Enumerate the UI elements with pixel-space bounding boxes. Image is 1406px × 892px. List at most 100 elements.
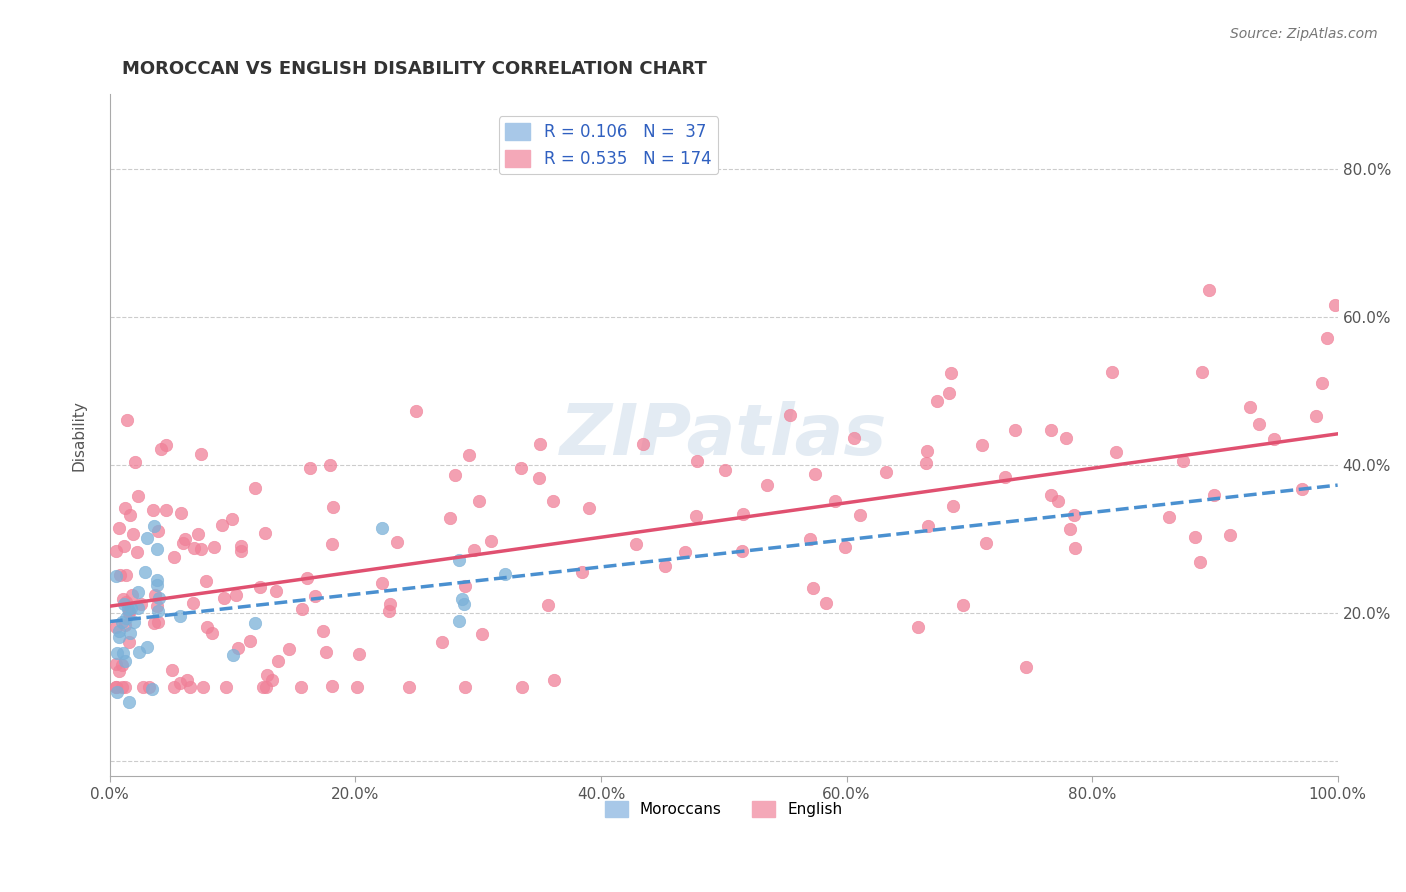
English	[510, 680, 533, 694]
English	[117, 413, 139, 427]
Moroccans	[494, 567, 516, 582]
Moroccans	[127, 600, 149, 615]
English	[938, 385, 960, 400]
English	[1316, 331, 1339, 345]
English	[685, 508, 707, 523]
English	[479, 534, 502, 549]
English	[463, 542, 485, 557]
English	[127, 489, 149, 503]
Moroccans	[112, 597, 135, 611]
English	[118, 604, 141, 618]
English	[190, 541, 212, 556]
English	[315, 644, 337, 658]
English	[202, 540, 225, 554]
English	[142, 616, 165, 631]
English	[801, 581, 824, 595]
English	[187, 526, 209, 541]
English	[541, 493, 564, 508]
English	[1198, 284, 1220, 298]
Moroccans	[146, 604, 169, 618]
English	[155, 437, 177, 451]
English	[673, 545, 696, 559]
English	[939, 366, 962, 380]
English	[155, 503, 177, 517]
English	[114, 680, 136, 694]
English	[252, 680, 274, 694]
English	[215, 680, 238, 694]
English	[121, 588, 143, 602]
English	[146, 615, 169, 630]
Moroccans	[245, 615, 267, 630]
Moroccans	[447, 552, 470, 566]
Moroccans	[115, 611, 138, 625]
English	[104, 620, 127, 634]
English	[779, 408, 801, 422]
English	[1323, 298, 1346, 312]
English	[304, 590, 326, 604]
English	[371, 576, 394, 591]
English	[444, 468, 467, 483]
English	[112, 539, 135, 553]
English	[321, 679, 343, 693]
Moroccans	[135, 531, 157, 545]
English	[1063, 541, 1085, 556]
English	[970, 437, 993, 451]
English	[454, 579, 477, 593]
English	[471, 627, 494, 641]
Moroccans	[135, 640, 157, 654]
English	[1105, 445, 1128, 459]
English	[299, 460, 322, 475]
English	[146, 599, 169, 613]
English	[127, 544, 149, 558]
English	[454, 680, 477, 694]
English	[211, 518, 233, 533]
English	[256, 668, 278, 682]
English	[322, 500, 344, 515]
English	[1291, 482, 1313, 496]
English	[114, 500, 136, 515]
English	[118, 607, 141, 621]
Moroccans	[146, 578, 169, 592]
English	[231, 544, 253, 558]
Moroccans	[111, 646, 134, 660]
English	[111, 658, 134, 673]
English	[231, 539, 253, 553]
English	[173, 532, 195, 546]
English	[107, 521, 129, 535]
English	[731, 543, 754, 558]
English	[163, 680, 186, 694]
English	[195, 574, 218, 588]
English	[319, 458, 342, 472]
English	[952, 598, 974, 612]
English	[104, 544, 127, 558]
English	[1247, 417, 1270, 431]
English	[129, 598, 152, 612]
English	[527, 471, 550, 485]
English	[543, 673, 565, 687]
English	[191, 680, 214, 694]
English	[457, 448, 479, 462]
English	[624, 537, 647, 551]
English	[108, 568, 131, 582]
English	[468, 494, 491, 508]
English	[163, 550, 186, 565]
English	[917, 519, 939, 533]
English	[907, 620, 929, 634]
English	[190, 446, 212, 460]
English	[1263, 432, 1285, 446]
Moroccans	[142, 519, 165, 533]
English	[170, 506, 193, 520]
English	[176, 673, 198, 688]
English	[321, 537, 343, 551]
English	[277, 641, 299, 656]
English	[114, 568, 136, 582]
Y-axis label: Disability: Disability	[72, 400, 86, 471]
English	[169, 675, 191, 690]
English	[1063, 508, 1085, 522]
English	[1239, 400, 1261, 414]
English	[295, 570, 318, 584]
English	[631, 436, 654, 450]
English	[537, 598, 560, 612]
English	[104, 680, 127, 694]
English	[1039, 488, 1062, 502]
